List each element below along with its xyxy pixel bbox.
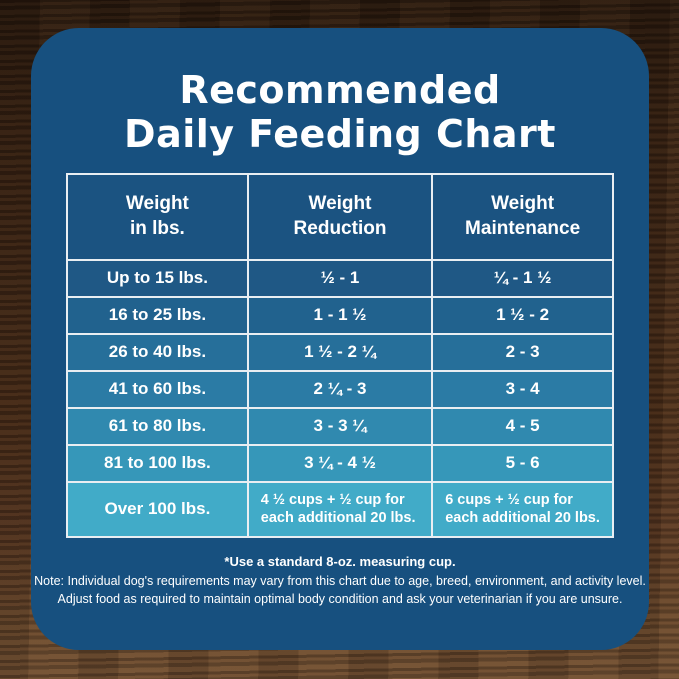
column-header-weight-maintenance: Weight Maintenance bbox=[433, 174, 612, 259]
table-row: 41 to 60 lbs. 2 ¼ - 3 3 - 4 bbox=[68, 371, 612, 407]
title-line-1: Recommended bbox=[179, 68, 501, 112]
footnote-block: *Use a standard 8-oz. measuring cup. Not… bbox=[31, 553, 649, 608]
table-header-row: Weight in lbs. Weight Reduction Weight M… bbox=[68, 174, 612, 259]
weight-range-cell: 41 to 60 lbs. bbox=[68, 371, 247, 407]
weight-range-cell: Over 100 lbs. bbox=[68, 482, 247, 536]
page-title: Recommended Daily Feeding Chart bbox=[31, 28, 649, 157]
weight-maintenance-cell: 6 cups + ½ cup for each additional 20 lb… bbox=[433, 482, 612, 536]
column-header-weight: Weight in lbs. bbox=[68, 174, 247, 259]
weight-reduction-cell: 3 ¼ - 4 ½ bbox=[248, 445, 432, 481]
table-row: 26 to 40 lbs. 1 ½ - 2 ¼ 2 - 3 bbox=[68, 334, 612, 370]
title-line-2: Daily Feeding Chart bbox=[124, 112, 556, 157]
requirements-note: Note: Individual dog's requirements may … bbox=[34, 573, 646, 588]
table-row: 16 to 25 lbs. 1 - 1 ½ 1 ½ - 2 bbox=[68, 297, 612, 333]
weight-reduction-cell: 2 ¼ - 3 bbox=[248, 371, 432, 407]
weight-maintenance-cell: 5 - 6 bbox=[433, 445, 612, 481]
feeding-chart-card: Recommended Daily Feeding Chart Weight i… bbox=[31, 28, 649, 650]
table-row: 81 to 100 lbs. 3 ¼ - 4 ½ 5 - 6 bbox=[68, 445, 612, 481]
table-row: Over 100 lbs. 4 ½ cups + ½ cup for each … bbox=[68, 482, 612, 536]
column-header-weight-reduction: Weight Reduction bbox=[248, 174, 432, 259]
weight-range-cell: 26 to 40 lbs. bbox=[68, 334, 247, 370]
weight-range-cell: 81 to 100 lbs. bbox=[68, 445, 247, 481]
weight-maintenance-cell: ¼ - 1 ½ bbox=[433, 260, 612, 296]
weight-maintenance-cell: 1 ½ - 2 bbox=[433, 297, 612, 333]
feeding-table: Weight in lbs. Weight Reduction Weight M… bbox=[66, 172, 614, 538]
weight-reduction-cell: ½ - 1 bbox=[248, 260, 432, 296]
weight-reduction-cell: 4 ½ cups + ½ cup for each additional 20 … bbox=[248, 482, 432, 536]
weight-reduction-cell: 3 - 3 ¼ bbox=[248, 408, 432, 444]
weight-reduction-cell: 1 - 1 ½ bbox=[248, 297, 432, 333]
measuring-cup-note: *Use a standard 8-oz. measuring cup. bbox=[224, 553, 456, 569]
adjust-food-note: Adjust food as required to maintain opti… bbox=[57, 591, 623, 606]
table-row: 61 to 80 lbs. 3 - 3 ¼ 4 - 5 bbox=[68, 408, 612, 444]
weight-range-cell: 61 to 80 lbs. bbox=[68, 408, 247, 444]
weight-maintenance-cell: 3 - 4 bbox=[433, 371, 612, 407]
weight-range-cell: Up to 15 lbs. bbox=[68, 260, 247, 296]
weight-range-cell: 16 to 25 lbs. bbox=[68, 297, 247, 333]
weight-maintenance-cell: 2 - 3 bbox=[433, 334, 612, 370]
weight-maintenance-cell: 4 - 5 bbox=[433, 408, 612, 444]
weight-reduction-cell: 1 ½ - 2 ¼ bbox=[248, 334, 432, 370]
table-row: Up to 15 lbs. ½ - 1 ¼ - 1 ½ bbox=[68, 260, 612, 296]
